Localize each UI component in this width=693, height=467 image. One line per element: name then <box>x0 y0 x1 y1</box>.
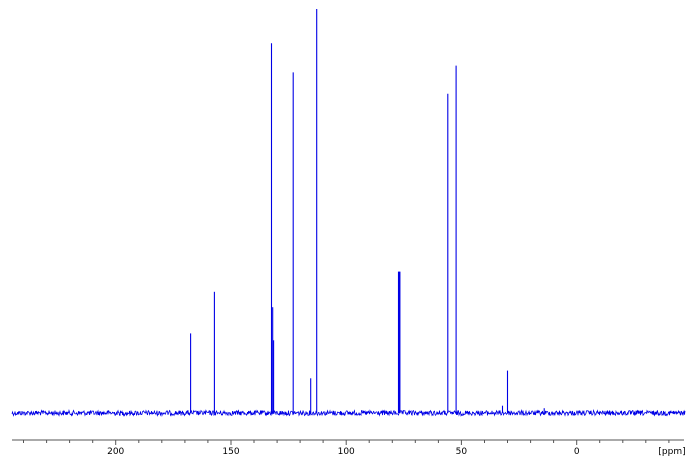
x-axis-unit-label: [ppm] <box>658 447 685 457</box>
x-axis-ticks: 200 150 100 50 0 <box>23 440 670 457</box>
spectrum-plot-area <box>11 9 686 417</box>
x-tick-label: 100 <box>338 447 355 457</box>
x-tick-label: 150 <box>222 447 239 457</box>
spectrum-baseline <box>11 408 686 417</box>
x-tick-label: 50 <box>456 447 468 457</box>
x-tick-label: 200 <box>107 447 124 457</box>
x-tick-label: 0 <box>574 447 580 457</box>
